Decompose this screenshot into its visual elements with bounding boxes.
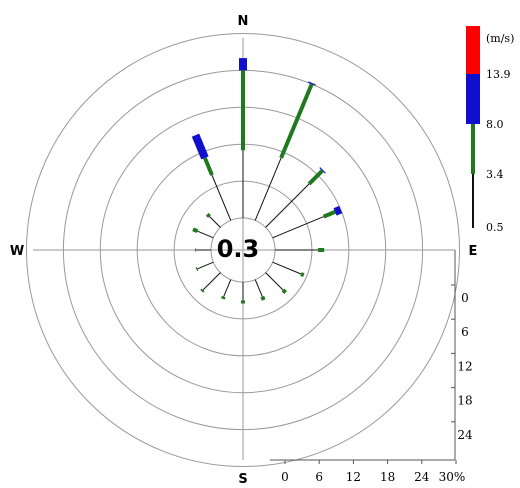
legend-label-0-5: 0.5: [486, 221, 504, 234]
scale-y-tick-label: 12: [457, 359, 472, 373]
compass-north: N: [238, 14, 249, 29]
scale-x-tick-label: 0: [281, 470, 289, 484]
legend-label-8-0: 8.0: [486, 118, 504, 131]
scale-y-tick-label: 24: [457, 428, 473, 442]
petal-sw-bin-0: [202, 272, 221, 291]
petal-ene-bin-0: [272, 216, 324, 239]
speed-legend: (m/s) 13.9 8.0 3.4 0.5: [466, 26, 514, 234]
compass-east: E: [469, 244, 478, 259]
range-ring: [26, 33, 460, 467]
petal-ene-bin-1: [322, 210, 336, 219]
compass-south: S: [238, 472, 247, 487]
scale-x-tick-label: 18: [380, 470, 395, 484]
petal-nnw-bin-1: [203, 157, 214, 176]
petal-ssw-bin-1: [220, 295, 226, 300]
petal-nne-bin-2: [308, 81, 316, 86]
petal-sse-bin-1: [260, 295, 266, 301]
legend-bin-blue: [466, 74, 480, 124]
legend-label-3-4: 3.4: [486, 168, 504, 181]
petal-ne-bin-1: [307, 169, 324, 186]
petal-wsw-bin-1: [195, 266, 199, 272]
petal-se-bin-0: [265, 272, 284, 291]
petal-sw-bin-1: [200, 288, 205, 293]
petal-nne-bin-0: [254, 157, 282, 221]
legend-bin-black: [472, 174, 474, 228]
legend-unit: (m/s): [486, 32, 514, 45]
petal-sse-bin-0: [254, 279, 263, 297]
petal-wnw-bin-0: [197, 230, 214, 239]
wind-petals: [191, 58, 343, 304]
scale-y-tick-label: 18: [457, 394, 472, 408]
legend-label-13-9: 13.9: [486, 68, 511, 81]
petal-ese-bin-0: [272, 261, 302, 275]
petal-nne-bin-1: [279, 83, 314, 159]
scale-x-tick-label: 24: [414, 470, 430, 484]
legend-bin-red: [466, 26, 480, 74]
petal-nnw-bin-2: [191, 133, 209, 160]
calm-value: 0.3: [217, 235, 260, 263]
petal-nw-bin-1: [205, 212, 211, 218]
petal-nnw-bin-0: [211, 174, 232, 221]
petal-wnw-bin-1: [192, 227, 199, 234]
petal-ne-bin-2: [319, 167, 326, 174]
petal-ese-bin-1: [300, 272, 305, 278]
petal-wsw-bin-0: [197, 261, 214, 270]
petal-se-bin-1: [281, 288, 288, 295]
petal-ene-bin-2: [333, 205, 343, 216]
petal-nw-bin-0: [209, 216, 221, 228]
scale-x-tick-label: 30%: [439, 470, 466, 484]
compass-west: W: [10, 244, 24, 259]
petal-ne-bin-0: [265, 183, 310, 228]
scale-x-tick-label: 6: [315, 470, 323, 484]
scale-y-tick-label: 6: [461, 325, 469, 339]
scale-x-tick-label: 12: [346, 470, 361, 484]
legend-bin-green: [471, 124, 475, 174]
scale-y-tick-label: 0: [461, 291, 469, 305]
frequency-scale: 0 6 12 18 24 30% 0 6 12 18 24: [270, 250, 473, 484]
petal-ssw-bin-0: [223, 279, 232, 297]
